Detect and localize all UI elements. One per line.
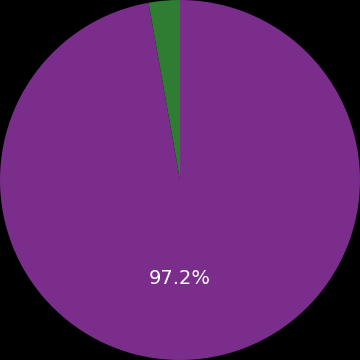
Text: 97.2%: 97.2% [149,270,211,288]
Wedge shape [148,0,180,180]
